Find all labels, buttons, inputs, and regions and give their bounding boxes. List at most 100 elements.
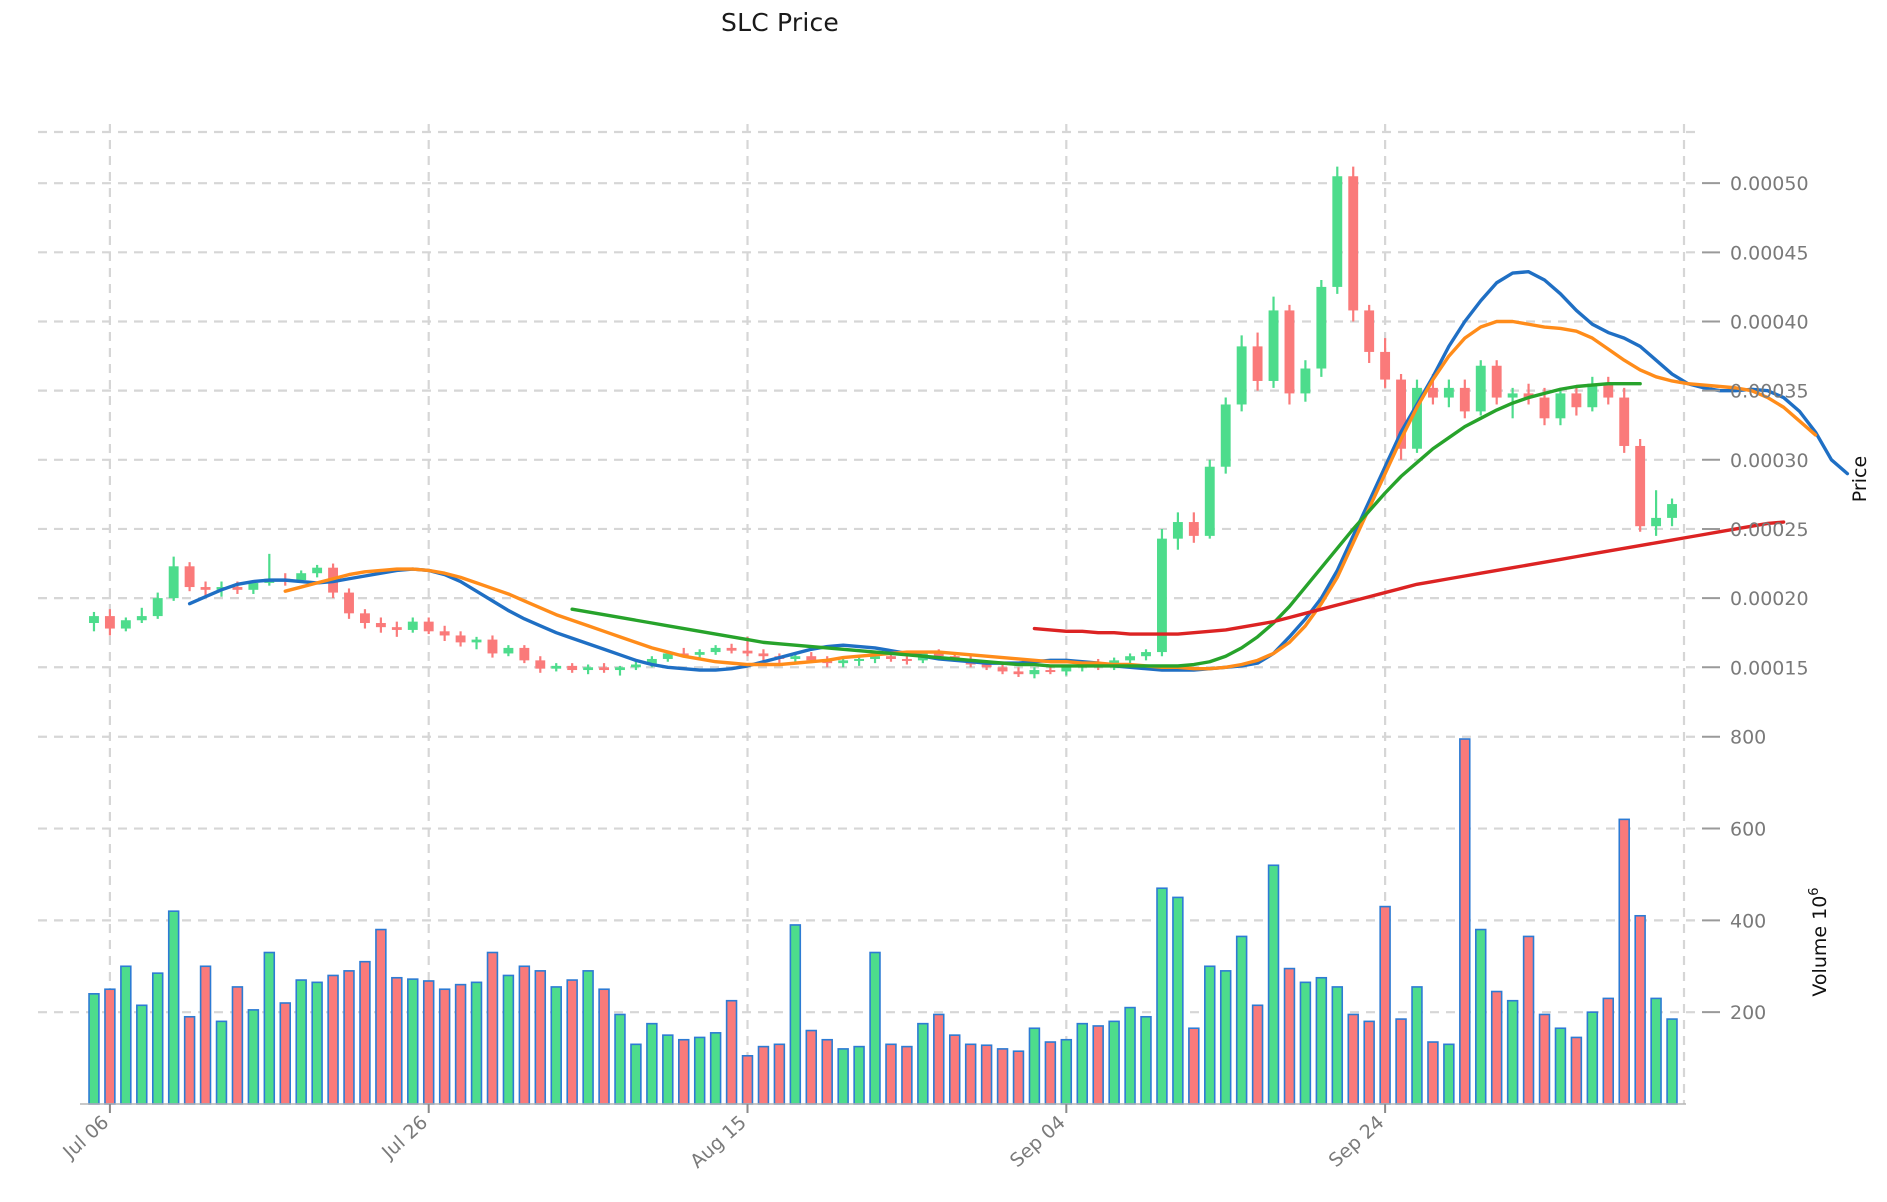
volume-bar: [789, 924, 802, 1105]
price-tick-label: 0.00015: [1730, 657, 1809, 679]
volume-bar: [167, 910, 180, 1105]
candle-body: [790, 656, 801, 659]
candle-body: [662, 653, 673, 659]
candle-body: [1364, 310, 1375, 352]
volume-bar: [247, 1009, 260, 1105]
candlestick-layer: [89, 166, 1677, 679]
candle-body: [870, 656, 880, 659]
candle-body: [1236, 346, 1247, 405]
candle-body: [1013, 671, 1024, 675]
volume-bar: [996, 1048, 1009, 1105]
candle-body: [89, 616, 99, 624]
candle-body: [1300, 368, 1311, 394]
volume-bar: [901, 1045, 913, 1105]
volume-bar: [837, 1048, 849, 1105]
volume-bar: [1634, 914, 1646, 1105]
candle-body: [1141, 652, 1151, 657]
candle-body: [1125, 656, 1136, 661]
candle-body: [1459, 387, 1470, 412]
candle-body: [997, 667, 1008, 672]
volume-bar: [725, 999, 738, 1105]
volume-bar: [295, 979, 307, 1105]
volume-bar: [279, 1002, 291, 1105]
candle-body: [1667, 504, 1677, 518]
volume-bar: [1506, 999, 1519, 1105]
candle-body: [694, 652, 705, 655]
moving-average-line-ma-xlong: [1032, 520, 1786, 636]
date-tick-label: Aug 15: [686, 1111, 751, 1172]
volume-bar: [885, 1043, 897, 1105]
candle-body: [519, 647, 530, 661]
candle-body: [1204, 466, 1215, 536]
volume-tick-label: 800: [1730, 727, 1766, 749]
volume-bar: [630, 1043, 642, 1105]
candle-body: [806, 656, 817, 661]
volume-bar: [869, 951, 881, 1105]
price-axis-title: Price: [1849, 456, 1871, 502]
volume-bar: [1522, 935, 1535, 1105]
volume-bar: [805, 1029, 818, 1105]
volume-tick-label: 600: [1730, 819, 1766, 841]
volume-bar: [741, 1054, 754, 1105]
volume-bar: [215, 1020, 228, 1105]
volume-axis-layer: 800 600 400 200: [1702, 727, 1766, 1024]
volume-bar: [646, 1022, 658, 1105]
volume-bar: [1108, 1020, 1120, 1105]
volume-bar: [1076, 1022, 1088, 1105]
volume-bar: [1283, 967, 1296, 1105]
volume-tick-label: 400: [1730, 910, 1766, 932]
candle-body: [407, 621, 418, 630]
volume-bar: [1586, 1011, 1599, 1105]
candle-body: [1555, 393, 1566, 419]
candle-body: [296, 573, 307, 581]
volume-bar: [327, 974, 339, 1105]
volume-bar: [917, 1022, 929, 1105]
volume-bar: [964, 1043, 977, 1105]
candle-body: [1427, 387, 1438, 398]
candle-body: [1284, 310, 1295, 394]
candle-body: [375, 623, 386, 628]
candle-body: [1045, 670, 1056, 673]
volume-axis-title: Volume 106: [1807, 887, 1831, 996]
candle-body: [168, 566, 179, 599]
candle-body: [1061, 667, 1072, 672]
candle-body: [455, 635, 466, 643]
volume-bar: [359, 960, 371, 1105]
volume-bar: [1028, 1027, 1041, 1105]
volume-bar: [1172, 896, 1184, 1105]
volume-bar: [1490, 990, 1503, 1105]
volume-bar: [438, 988, 451, 1105]
volume-bar: [678, 1038, 690, 1105]
x-axis-layer: Jul 06 Jul 26 Aug 15 Sep 04 Sep 24: [58, 1103, 1686, 1173]
candle-body: [1316, 286, 1327, 369]
volume-bar: [454, 983, 467, 1105]
moving-average-line-ma-long: [570, 382, 1642, 668]
candle-body: [200, 587, 211, 590]
volume-bar: [104, 988, 116, 1105]
volume-bar: [199, 965, 212, 1105]
volume-bar: [1475, 928, 1487, 1105]
candle-body: [1587, 383, 1598, 408]
volume-bar: [391, 976, 403, 1105]
candle-body: [1443, 387, 1454, 398]
volume-bar: [1666, 1018, 1678, 1105]
volume-bar: [598, 988, 610, 1105]
volume-bar: [1363, 1020, 1375, 1105]
volume-bar: [1012, 1050, 1025, 1105]
volume-bar: [1538, 1013, 1551, 1105]
candle-body: [1332, 176, 1343, 287]
candle-body: [344, 592, 354, 614]
volume-exponent: 6: [1807, 887, 1822, 895]
candle-body: [1252, 346, 1263, 381]
date-tick-label: Jul 26: [377, 1111, 432, 1164]
candle-body: [710, 647, 721, 653]
volume-bar: [1411, 986, 1423, 1105]
volume-bar: [709, 1032, 722, 1105]
volume-bar: [1570, 1036, 1583, 1105]
candle-body: [615, 667, 625, 671]
date-tick-label: Jul 06: [58, 1111, 113, 1164]
volume-bar: [470, 981, 483, 1105]
axis-titles-layer: Price Volume 106: [1807, 456, 1871, 997]
